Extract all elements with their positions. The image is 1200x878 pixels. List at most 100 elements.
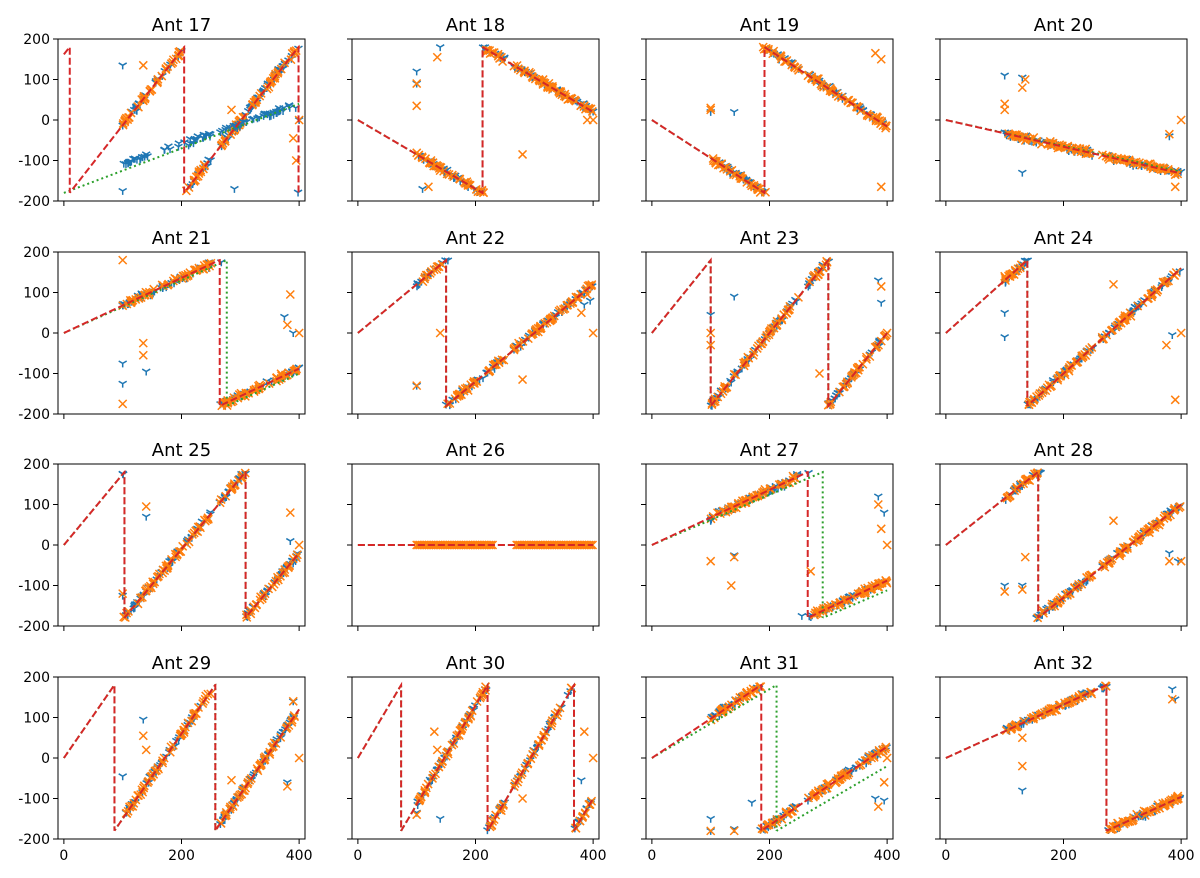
tri-marker — [870, 795, 880, 803]
tri-marker — [879, 509, 889, 517]
subplot-ant-26: Ant 26 — [347, 440, 600, 631]
tri-marker — [729, 108, 739, 116]
y-tick-label: 200 — [23, 457, 50, 473]
x-marker — [285, 289, 295, 300]
dashed-fit-line — [945, 257, 1182, 407]
subplot-title: Ant 18 — [446, 15, 505, 36]
x-marker — [138, 731, 148, 741]
x-marker — [873, 499, 883, 510]
x-marker — [524, 67, 534, 77]
x-marker — [265, 749, 275, 759]
subplot-ant-28: Ant 28 — [935, 440, 1188, 631]
tri-marker — [185, 136, 195, 144]
tri-marker — [118, 773, 128, 781]
x-marker — [269, 738, 279, 748]
tri-marker — [879, 797, 889, 805]
tri-marker — [141, 368, 151, 376]
x-marker — [294, 540, 304, 550]
tri-marker — [876, 299, 886, 307]
axes-frame — [645, 676, 894, 840]
x-marker — [223, 397, 233, 407]
y-tick-label: -200 — [18, 619, 50, 635]
dotted-fit-line — [63, 102, 300, 194]
subplot-ant-27: Ant 27 — [641, 440, 894, 631]
x-marker — [178, 271, 188, 281]
x-marker — [138, 60, 148, 70]
subplot-ant-18: Ant 18 — [347, 15, 600, 206]
x-marker — [1167, 694, 1177, 704]
tri-marker — [1000, 582, 1010, 590]
x-marker — [1046, 139, 1056, 149]
x-marker — [876, 524, 886, 534]
x-marker — [518, 149, 528, 159]
x-marker — [206, 689, 216, 699]
tri-marker — [1017, 169, 1027, 177]
subplot-title: Ant 31 — [740, 653, 799, 674]
y-tick-label: -100 — [18, 579, 50, 595]
x-marker — [751, 685, 761, 695]
y-tick-label: 100 — [23, 286, 50, 302]
x-marker — [196, 165, 206, 175]
x-marker — [772, 316, 782, 326]
tri-marker — [280, 313, 289, 321]
x-marker — [876, 281, 886, 291]
dashed-fit-line — [945, 471, 1182, 619]
x-marker — [288, 696, 298, 706]
y-tick-label: 0 — [41, 751, 50, 767]
dotted-fit-line — [63, 258, 300, 407]
subplot-ant-24: Ant 24 — [935, 228, 1188, 419]
x-marker — [1164, 556, 1174, 566]
x-marker — [226, 105, 237, 115]
x-marker — [1017, 585, 1027, 595]
axes-frame — [645, 38, 894, 202]
tri-marker — [137, 153, 147, 161]
x-marker — [1163, 276, 1174, 286]
x-marker — [165, 747, 175, 757]
tri-marker — [412, 68, 422, 76]
x-marker — [432, 52, 442, 62]
subplot-ant-31: Ant 31 0 200 400 — [641, 653, 900, 864]
x-marker — [823, 778, 834, 788]
subplot-title: Ant 29 — [152, 653, 211, 674]
x-marker — [1017, 83, 1027, 93]
tri-marker — [138, 716, 148, 724]
tri-marker — [706, 815, 716, 823]
subplot-ant-25: Ant 25 -200 -100 0 100 200 — [18, 440, 306, 635]
x-marker — [189, 709, 199, 719]
x-marker — [133, 599, 143, 609]
subplot-title: Ant 28 — [1034, 440, 1093, 461]
tri-marker — [747, 799, 757, 807]
x-marker — [726, 580, 736, 591]
x-marker — [568, 298, 578, 308]
x-marker — [588, 328, 598, 338]
x-marker — [1064, 698, 1075, 708]
dashed-fit-line — [63, 683, 300, 832]
x-marker — [708, 511, 718, 521]
x-marker — [1085, 148, 1095, 158]
axes-frame — [939, 251, 1188, 415]
x-marker — [1017, 761, 1027, 771]
x-marker — [138, 338, 148, 348]
y-tick-label: 100 — [23, 73, 50, 89]
x-marker — [412, 810, 422, 820]
x-marker — [586, 104, 596, 114]
x-marker — [706, 556, 716, 566]
x-marker — [1000, 105, 1010, 115]
x-marker — [1020, 552, 1030, 562]
dashed-fit-line — [945, 119, 1182, 175]
tri-marker — [873, 493, 883, 501]
x-tick-label: 400 — [286, 848, 313, 864]
x-marker — [579, 727, 589, 737]
tri-marker — [435, 815, 445, 823]
tri-marker — [259, 112, 268, 120]
tri-marker — [118, 62, 128, 70]
subplot-title: Ant 26 — [446, 440, 505, 461]
subplot-title: Ant 27 — [740, 440, 799, 461]
y-tick-label: 100 — [23, 498, 50, 514]
x-marker — [141, 745, 151, 755]
tri-marker — [118, 187, 128, 195]
subplot-ant-17: Ant 17 -200 -100 0 100 200 — [18, 15, 306, 210]
subplot-ant-19: Ant 19 — [641, 15, 894, 206]
subplot-ant-21: Ant 21 -200 -100 0 100 200 — [18, 228, 306, 423]
tri-marker — [130, 155, 140, 163]
